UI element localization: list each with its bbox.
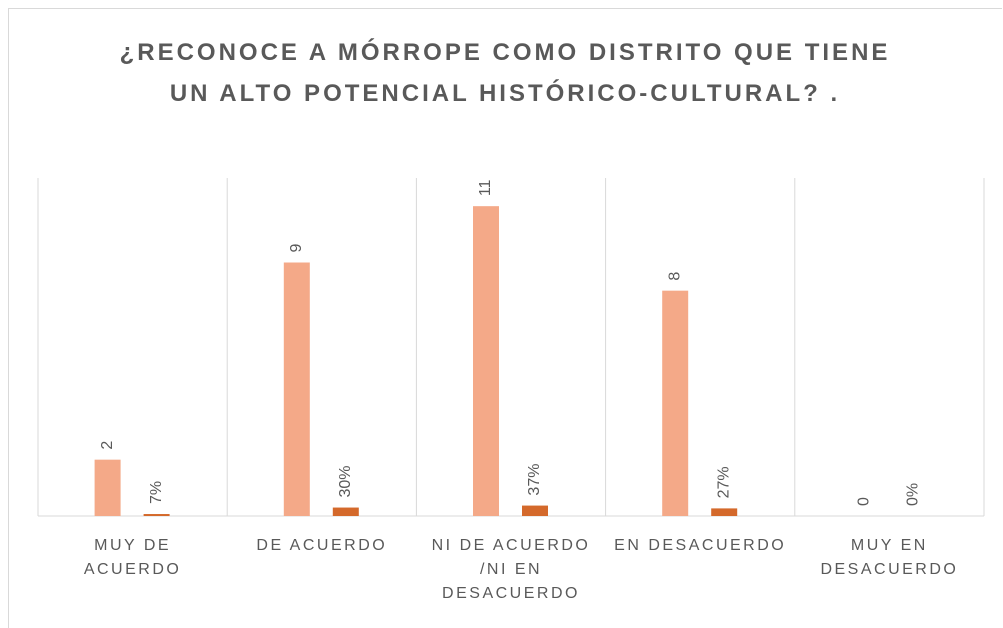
x-tick-label: EN DESACUERDO (614, 537, 787, 554)
data-label: 0 (856, 497, 873, 506)
bar (332, 507, 359, 516)
bar (143, 514, 170, 516)
data-label: 7% (148, 481, 165, 504)
bar (473, 206, 499, 516)
data-label: 37% (526, 464, 543, 496)
bar (662, 290, 689, 516)
chart-title: ¿RECONOCE A MÓRROPE COMO DISTRITO QUE TI… (119, 39, 891, 107)
data-label: 27% (715, 466, 732, 498)
bar (711, 508, 738, 516)
data-label: 30% (337, 466, 354, 498)
chart-frame (8, 8, 1002, 628)
bar (94, 459, 121, 516)
data-label: 11 (477, 179, 494, 196)
data-label: 9 (288, 244, 305, 253)
bar (283, 262, 310, 516)
x-tick-label: MUY EN DESACUERDO (820, 537, 959, 578)
data-label: 2 (99, 441, 116, 450)
data-label: 0% (905, 483, 922, 506)
x-tick-label: MUY DE ACUERDO (83, 537, 182, 578)
x-tick-label: NI DE ACUERDO /NI EN DESACUERDO (431, 537, 591, 602)
bar (522, 505, 548, 516)
data-label: 8 (666, 272, 683, 281)
x-tick-label: DE ACUERDO (256, 537, 388, 554)
